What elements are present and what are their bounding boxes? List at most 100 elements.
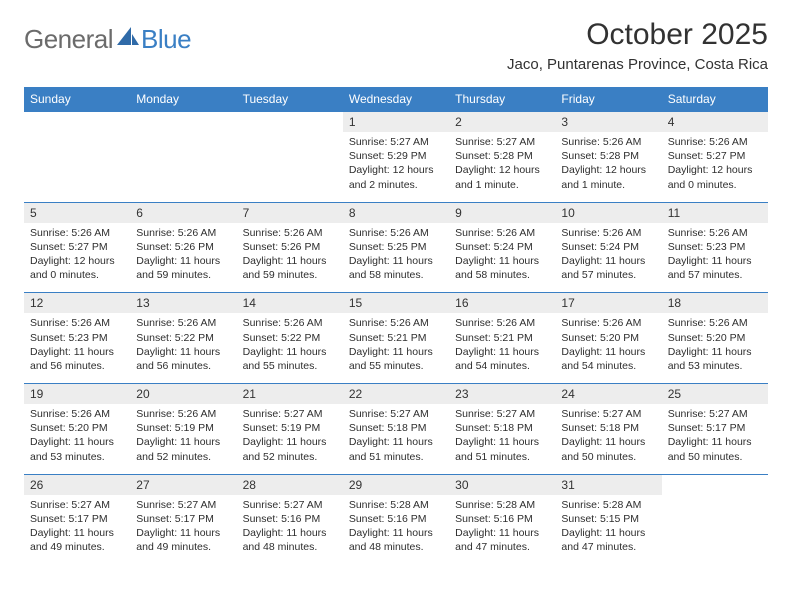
day-number-cell: 7	[237, 202, 343, 223]
day-detail-cell: Sunrise: 5:28 AMSunset: 5:15 PMDaylight:…	[555, 495, 661, 565]
daylight-text: Daylight: 11 hours and 51 minutes.	[349, 435, 443, 463]
daynum-row: 12131415161718	[24, 292, 768, 313]
sunrise-text: Sunrise: 5:26 AM	[243, 226, 337, 240]
sunset-text: Sunset: 5:18 PM	[349, 421, 443, 435]
day-detail-cell: Sunrise: 5:26 AMSunset: 5:26 PMDaylight:…	[130, 223, 236, 293]
day-detail-cell: Sunrise: 5:27 AMSunset: 5:19 PMDaylight:…	[237, 404, 343, 474]
sunset-text: Sunset: 5:16 PM	[349, 512, 443, 526]
detail-row: Sunrise: 5:26 AM Sunset: 5:27 PM Daylight:…	[24, 223, 768, 293]
day-detail-cell: Sunrise: 5:26 AMSunset: 5:24 PMDaylight:…	[449, 223, 555, 293]
sunrise-text: Sunrise: 5:26 AM	[349, 316, 443, 330]
sunrise-text: Sunrise: 5:27 AM	[243, 407, 337, 421]
day-detail-cell: Sunrise: 5:26 AMSunset: 5:20 PMDaylight:…	[662, 313, 768, 383]
daylight-text: Daylight: 11 hours and 54 minutes.	[561, 345, 655, 373]
sunrise-text: Sunrise: 5:26 AM	[668, 135, 762, 149]
day-number-cell: 28	[237, 474, 343, 495]
daynum-row: 567891011	[24, 202, 768, 223]
day-number-cell: 22	[343, 383, 449, 404]
day-detail-cell: Sunrise: 5:27 AMSunset: 5:16 PMDaylight:…	[237, 495, 343, 565]
sunset-text: Sunset: 5:26 PM	[136, 240, 230, 254]
sunset-text: Sunset: 5:20 PM	[30, 421, 124, 435]
sunrise-text: Sunrise: 5:27 AM	[349, 407, 443, 421]
sunset-text: Sunset: 5:24 PM	[455, 240, 549, 254]
day-number-cell: 10	[555, 202, 661, 223]
day-number-cell: 14	[237, 292, 343, 313]
sunset-text: Sunset: 5:26 PM	[243, 240, 337, 254]
day-number-cell: 30	[449, 474, 555, 495]
day-detail-cell: Sunrise: 5:26 AMSunset: 5:22 PMDaylight:…	[237, 313, 343, 383]
sunrise-text: Sunrise: 5:26 AM	[30, 407, 124, 421]
sunset-text: Sunset: 5:15 PM	[561, 512, 655, 526]
daylight-text: Daylight: 11 hours and 47 minutes.	[561, 526, 655, 554]
sunset-text: Sunset: 5:27 PM	[30, 240, 124, 254]
day-number-cell: 1	[343, 111, 449, 132]
day-header-cell: Saturday	[662, 87, 768, 111]
sunrise-text: Sunrise: 5:27 AM	[30, 498, 124, 512]
sunset-text: Sunset: 5:17 PM	[30, 512, 124, 526]
sunrise-text: Sunrise: 5:26 AM	[243, 316, 337, 330]
day-number-cell: 19	[24, 383, 130, 404]
sunset-text: Sunset: 5:28 PM	[455, 149, 549, 163]
day-detail-cell: Sunrise: 5:26 AMSunset: 5:21 PMDaylight:…	[343, 313, 449, 383]
day-number-cell: 23	[449, 383, 555, 404]
page-subtitle: Jaco, Puntarenas Province, Costa Rica	[507, 56, 768, 73]
sunrise-text: Sunrise: 5:26 AM	[136, 316, 230, 330]
sunset-text: Sunset: 5:22 PM	[136, 331, 230, 345]
day-detail-cell: Sunrise: 5:26 AMSunset: 5:28 PMDaylight:…	[555, 132, 661, 202]
day-number-cell: 24	[555, 383, 661, 404]
sunset-text: Sunset: 5:16 PM	[455, 512, 549, 526]
day-detail-cell: Sunrise: 5:27 AMSunset: 5:17 PMDaylight:…	[662, 404, 768, 474]
daylight-text: Daylight: 11 hours and 59 minutes.	[243, 254, 337, 282]
sunset-text: Sunset: 5:27 PM	[668, 149, 762, 163]
calendar: Sunday Monday Tuesday Wednesday Thursday…	[24, 87, 768, 564]
daylight-text: Daylight: 11 hours and 48 minutes.	[243, 526, 337, 554]
daylight-text: Daylight: 11 hours and 56 minutes.	[30, 345, 124, 373]
sunset-text: Sunset: 5:23 PM	[30, 331, 124, 345]
daynum-row: 19202122232425	[24, 383, 768, 404]
daylight-text: Daylight: 12 hours and 1 minute.	[561, 163, 655, 191]
day-number-cell: 21	[237, 383, 343, 404]
day-header-cell: Tuesday	[237, 87, 343, 111]
day-detail-cell: Sunrise: 5:26 AMSunset: 5:20 PMDaylight:…	[555, 313, 661, 383]
sunset-text: Sunset: 5:24 PM	[561, 240, 655, 254]
sunrise-text: Sunrise: 5:26 AM	[136, 226, 230, 240]
day-number-cell: 9	[449, 202, 555, 223]
day-detail-cell	[662, 495, 768, 565]
day-number-cell: 13	[130, 292, 236, 313]
day-number-cell: 4	[662, 111, 768, 132]
sunset-text: Sunset: 5:18 PM	[455, 421, 549, 435]
day-number-cell: 5	[24, 202, 130, 223]
page-title: October 2025	[507, 18, 768, 52]
day-number-cell: 16	[449, 292, 555, 313]
sunset-text: Sunset: 5:29 PM	[349, 149, 443, 163]
sunrise-text: Sunrise: 5:26 AM	[561, 135, 655, 149]
day-detail-cell: Sunrise: 5:27 AMSunset: 5:18 PMDaylight:…	[449, 404, 555, 474]
day-number-cell: 29	[343, 474, 449, 495]
sunrise-text: Sunrise: 5:27 AM	[243, 498, 337, 512]
daylight-text: Daylight: 11 hours and 49 minutes.	[30, 526, 124, 554]
day-number-cell: 12	[24, 292, 130, 313]
day-detail-cell: Sunrise: 5:26 AMSunset: 5:24 PMDaylight:…	[555, 223, 661, 293]
day-number-cell	[662, 474, 768, 495]
day-number-cell	[24, 111, 130, 132]
sunset-text: Sunset: 5:16 PM	[243, 512, 337, 526]
day-detail-cell: Sunrise: 5:26 AMSunset: 5:27 PMDaylight:…	[662, 132, 768, 202]
sunrise-text: Sunrise: 5:26 AM	[455, 226, 549, 240]
daylight-text: Daylight: 11 hours and 55 minutes.	[243, 345, 337, 373]
day-detail-cell: Sunrise: 5:26 AMSunset: 5:22 PMDaylight:…	[130, 313, 236, 383]
day-number-cell: 27	[130, 474, 236, 495]
daylight-text: Daylight: 11 hours and 57 minutes.	[561, 254, 655, 282]
day-detail-cell: Sunrise: 5:27 AMSunset: 5:28 PMDaylight:…	[449, 132, 555, 202]
day-number-cell: 18	[662, 292, 768, 313]
daylight-text: Daylight: 11 hours and 50 minutes.	[561, 435, 655, 463]
sunrise-text: Sunrise: 5:26 AM	[668, 226, 762, 240]
daylight-text: Daylight: 11 hours and 59 minutes.	[136, 254, 230, 282]
logo-sail-icon	[117, 27, 139, 52]
sunrise-text: Sunrise: 5:27 AM	[668, 407, 762, 421]
daylight-text: Daylight: 11 hours and 57 minutes.	[668, 254, 762, 282]
day-number-cell: 11	[662, 202, 768, 223]
day-header-row: Sunday Monday Tuesday Wednesday Thursday…	[24, 87, 768, 111]
detail-row: Sunrise: 5:26 AMSunset: 5:20 PM Daylight:…	[24, 404, 768, 474]
day-detail-cell: Sunrise: 5:28 AMSunset: 5:16 PMDaylight:…	[449, 495, 555, 565]
day-detail-cell: Sunrise: 5:27 AMSunset: 5:29 PMDaylight:…	[343, 132, 449, 202]
